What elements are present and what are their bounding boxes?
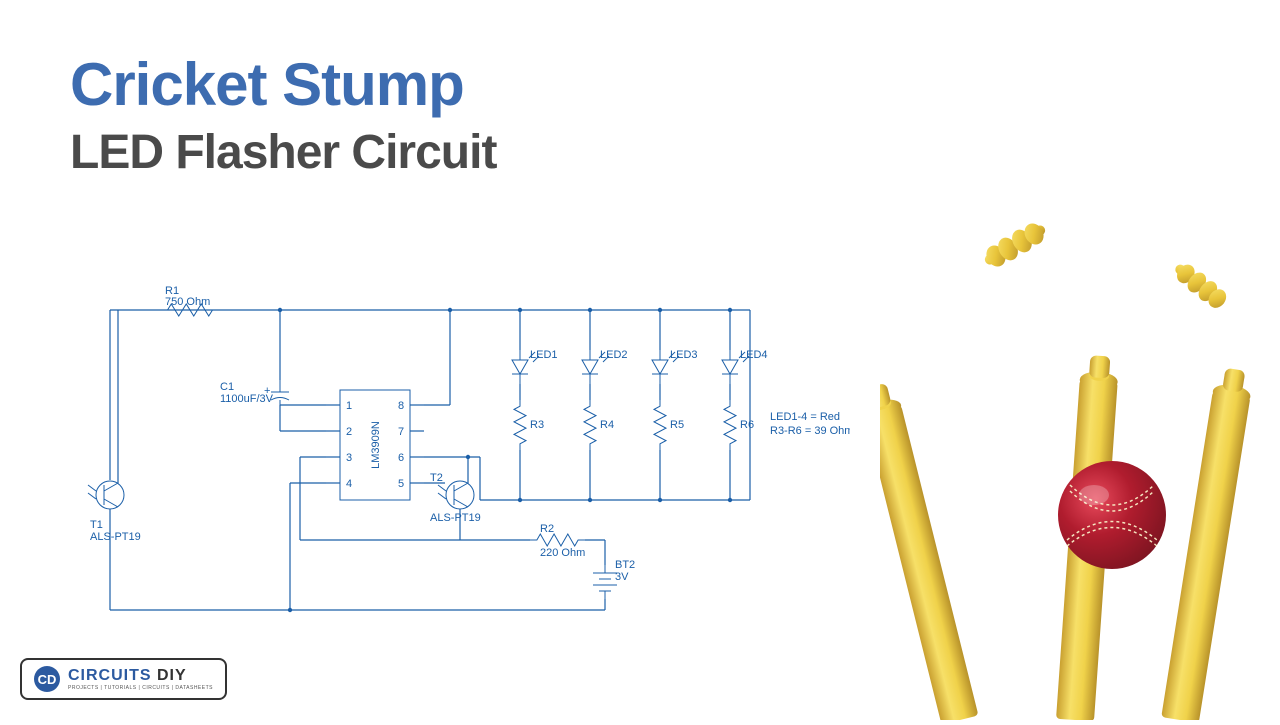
circuits-diy-logo: CD CIRCUITS DIY PROJECTS | TUTORIALS | C… xyxy=(20,658,227,700)
circuit-diagram: R1750 OhmT1ALS-PT19LM3909N12348765+C1110… xyxy=(50,280,850,650)
cricket-stumps-illustration xyxy=(880,200,1260,720)
svg-text:T2: T2 xyxy=(430,472,443,484)
title-line2: LED Flasher Circuit xyxy=(70,125,496,180)
svg-text:LED1: LED1 xyxy=(530,349,558,361)
svg-text:5: 5 xyxy=(398,478,404,490)
svg-text:LED3: LED3 xyxy=(670,349,698,361)
svg-text:1: 1 xyxy=(346,400,352,412)
svg-text:7: 7 xyxy=(398,426,404,438)
title-line1: Cricket Stump xyxy=(70,50,496,119)
svg-text:2: 2 xyxy=(346,426,352,438)
svg-text:750 Ohm: 750 Ohm xyxy=(165,296,210,308)
svg-text:R4: R4 xyxy=(600,419,614,431)
svg-text:3: 3 xyxy=(346,452,352,464)
svg-text:8: 8 xyxy=(398,400,404,412)
svg-text:4: 4 xyxy=(346,478,352,490)
logo-sub-text: PROJECTS | TUTORIALS | CIRCUITS | DATASH… xyxy=(68,685,213,691)
svg-text:6: 6 xyxy=(398,452,404,464)
svg-text:LM3909N: LM3909N xyxy=(370,421,382,469)
svg-text:BT2: BT2 xyxy=(615,559,635,571)
title-block: Cricket Stump LED Flasher Circuit xyxy=(70,50,496,180)
svg-text:1100uF/3V: 1100uF/3V xyxy=(220,393,274,405)
svg-text:R2: R2 xyxy=(540,523,554,535)
svg-text:ALS-PT19: ALS-PT19 xyxy=(430,512,481,524)
svg-text:LED4: LED4 xyxy=(740,349,768,361)
svg-text:3V: 3V xyxy=(615,571,629,583)
svg-text:LED2: LED2 xyxy=(600,349,628,361)
svg-text:R3-R6 = 39 Ohm: R3-R6 = 39 Ohm xyxy=(770,425,850,437)
svg-text:220 Ohm: 220 Ohm xyxy=(540,547,585,559)
svg-text:LED1-4 = Red: LED1-4 = Red xyxy=(770,411,840,423)
svg-text:ALS-PT19: ALS-PT19 xyxy=(90,531,141,543)
svg-text:R6: R6 xyxy=(740,419,754,431)
svg-text:T1: T1 xyxy=(90,519,103,531)
logo-icon: CD xyxy=(34,666,60,692)
svg-text:C1: C1 xyxy=(220,381,234,393)
svg-text:R5: R5 xyxy=(670,419,684,431)
svg-text:R3: R3 xyxy=(530,419,544,431)
logo-main-text: CIRCUITS DIY xyxy=(68,667,213,685)
